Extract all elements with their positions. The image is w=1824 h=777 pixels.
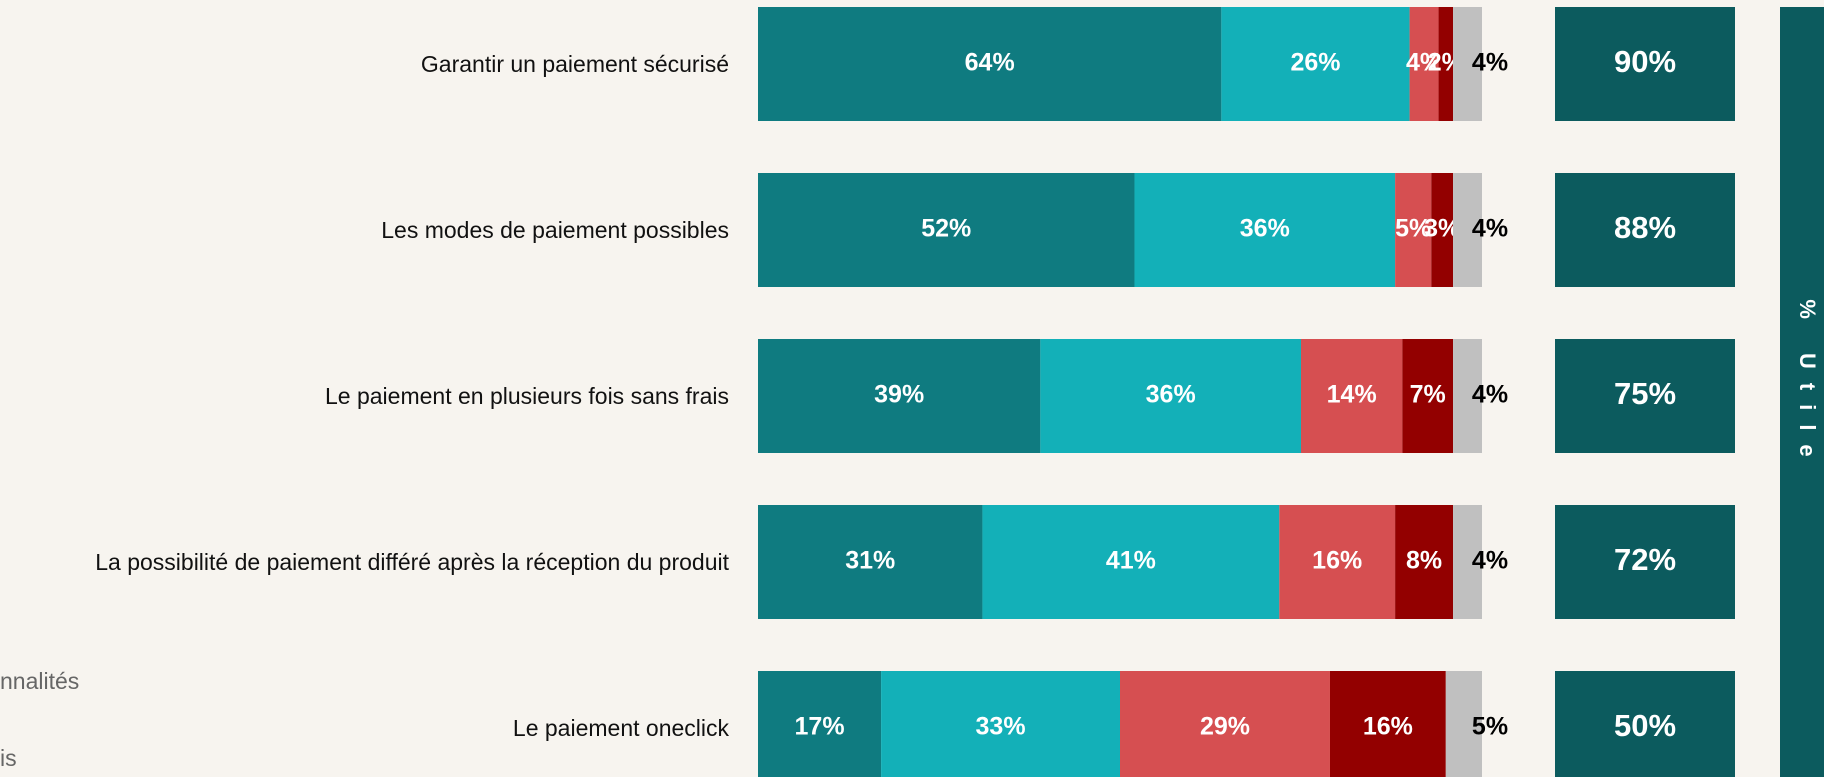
total-box <box>1555 671 1735 777</box>
bar-segment <box>1453 339 1482 453</box>
bar-segment <box>758 7 1222 121</box>
bar-segment <box>1445 671 1482 777</box>
data-label: 4% <box>1472 215 1508 243</box>
bar-segment <box>1402 339 1454 453</box>
data-label: 16% <box>1363 713 1413 741</box>
data-label: 4% <box>1472 49 1508 77</box>
data-label: 14% <box>1327 381 1377 409</box>
bar-segment <box>881 671 1120 777</box>
category-label: La possibilité de paiement différé après… <box>95 549 729 575</box>
total-label: 75% <box>1614 376 1676 411</box>
total-label: 90% <box>1614 44 1676 79</box>
category-label: Les modes de paiement possibles <box>381 217 729 243</box>
total-label: 50% <box>1614 708 1676 743</box>
data-label: 41% <box>1106 547 1156 575</box>
data-label: 33% <box>976 713 1026 741</box>
data-label: 64% <box>965 49 1015 77</box>
bar-segment <box>758 505 983 619</box>
category-label: Le paiement oneclick <box>512 715 729 741</box>
bar-segment <box>1453 7 1482 121</box>
category-label: Le paiement en plusieurs fois sans frais <box>325 383 729 409</box>
bar-segment <box>1453 505 1482 619</box>
data-label: 36% <box>1240 215 1290 243</box>
bar-segment <box>982 505 1280 619</box>
bar-segment <box>1120 671 1330 777</box>
bar-segment <box>1395 173 1432 287</box>
data-label: 8% <box>1406 547 1442 575</box>
data-label: 16% <box>1312 547 1362 575</box>
side-band <box>1780 7 1824 777</box>
total-box <box>1555 173 1735 287</box>
bar-segment <box>1409 7 1439 121</box>
data-label: 17% <box>795 713 845 741</box>
total-box <box>1555 7 1735 121</box>
data-label: 26% <box>1290 49 1340 77</box>
bar-segment <box>1329 671 1446 777</box>
data-label: 36% <box>1146 381 1196 409</box>
data-label: 7% <box>1410 381 1446 409</box>
data-label: 5% <box>1395 215 1431 243</box>
bar-segment <box>1040 339 1301 453</box>
total-label: 72% <box>1614 542 1676 577</box>
bar-segment <box>1431 173 1454 287</box>
legend-fragment: nnalités <box>0 668 80 694</box>
side-label: % Utile <box>1795 299 1820 470</box>
bar-segment <box>1221 7 1410 121</box>
total-box <box>1555 505 1735 619</box>
bar-segment <box>1395 505 1454 619</box>
data-label: 31% <box>845 547 895 575</box>
data-label: 4% <box>1472 547 1508 575</box>
bar-segment <box>758 173 1135 287</box>
data-label: 39% <box>874 381 924 409</box>
bar-segment <box>1453 173 1482 287</box>
category-label: Garantir un paiement sécurisé <box>420 51 729 77</box>
bar-segment <box>1438 7 1454 121</box>
data-label: 5% <box>1472 713 1508 741</box>
data-label: 4% <box>1406 49 1442 77</box>
bar-segment <box>758 671 882 777</box>
bar-segment <box>1279 505 1396 619</box>
bar-segment <box>1134 173 1396 287</box>
bar-segment <box>758 339 1041 453</box>
legend-fragment: is <box>0 745 17 771</box>
data-label: 4% <box>1472 381 1508 409</box>
data-label: 52% <box>921 215 971 243</box>
total-box <box>1555 339 1735 453</box>
bar-segment <box>1301 339 1403 453</box>
data-label: 29% <box>1200 713 1250 741</box>
total-label: 88% <box>1614 210 1676 245</box>
